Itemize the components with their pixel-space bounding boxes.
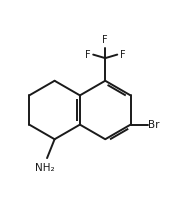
Text: Br: Br — [148, 120, 160, 130]
Text: NH₂: NH₂ — [35, 163, 55, 173]
Text: F: F — [120, 50, 126, 60]
Text: F: F — [102, 35, 108, 45]
Text: F: F — [85, 50, 90, 60]
